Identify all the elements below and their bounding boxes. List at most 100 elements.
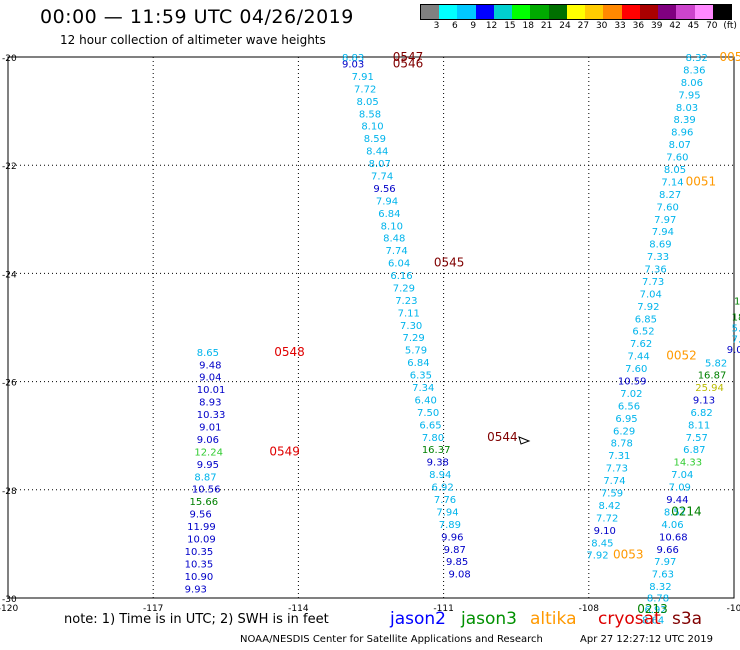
swh-label: 10.35 xyxy=(185,547,214,558)
swh-label: 8.83 xyxy=(342,53,364,64)
legend-cryosat: cryosat xyxy=(598,609,661,629)
swh-label: 7.74 xyxy=(603,476,625,487)
swh-label: 7.50 xyxy=(417,408,439,419)
swh-label: 16.87 xyxy=(698,371,727,382)
swh-label: 9.96 xyxy=(441,532,463,543)
swh-label: 9.66 xyxy=(657,545,679,556)
swh-label: 6.92 xyxy=(644,605,666,616)
color-swatch xyxy=(676,5,695,19)
swh-label: 6.85 xyxy=(635,314,657,325)
chart-subtitle: 12 hour collection of altimeter wave hei… xyxy=(60,33,326,47)
swh-label: 7.89 xyxy=(439,520,461,531)
color-swatch xyxy=(566,5,586,19)
color-scale-labels: 3 6 9 12 15 18 21 24 27 30 33 36 39 42 45 70 (ft) xyxy=(420,21,737,35)
swh-label: 8.36 xyxy=(683,65,705,76)
footer-org: NOAA/NESDIS Center for Satellite Applica… xyxy=(240,634,543,645)
swh-label: 8.57 xyxy=(664,507,686,518)
color-swatch xyxy=(475,5,494,19)
swh-label: 8.78 xyxy=(647,593,669,604)
swh-label: 6.65 xyxy=(419,420,441,431)
swh-label: 7.97 xyxy=(654,557,676,568)
y-tick-label: -20 xyxy=(2,54,17,64)
swh-label: 9.10 xyxy=(594,526,616,537)
color-scale-label: 30 xyxy=(595,21,608,31)
track-time-label: 0544 xyxy=(487,430,518,444)
swh-label: 7.11 xyxy=(398,308,420,319)
color-scale-label: 18 xyxy=(522,21,535,31)
y-tick-label: -28 xyxy=(2,487,17,497)
swh-label: 6.95 xyxy=(615,414,637,425)
swh-label: 7.36 xyxy=(644,265,666,276)
swh-label: 7.94 xyxy=(652,227,674,238)
swh-label: 6.40 xyxy=(415,395,437,406)
swh-label: 6.56 xyxy=(618,401,640,412)
legend-altika: altika xyxy=(530,609,577,629)
swh-label: 7.23 xyxy=(395,296,417,307)
swh-label: 7.45 xyxy=(732,334,740,345)
track-time-label: 0549 xyxy=(269,444,300,458)
swh-label: 9.44 xyxy=(666,495,688,506)
track-time-label: 0052 xyxy=(666,349,697,363)
color-swatch xyxy=(530,5,549,19)
swh-label: 8.05 xyxy=(356,97,378,108)
swh-label: 8.39 xyxy=(674,115,696,126)
swh-label: 7.72 xyxy=(354,84,376,95)
swh-label: 8.32 xyxy=(649,582,671,593)
color-swatch xyxy=(585,5,604,19)
swh-label: 7.60 xyxy=(666,153,688,164)
swh-label: 8.42 xyxy=(598,501,620,512)
color-scale-label: 15 xyxy=(504,21,516,31)
swh-label: 7.31 xyxy=(608,451,630,462)
swh-label: 10.59 xyxy=(618,377,647,388)
swh-label: 10.68 xyxy=(659,532,688,543)
swh-label: 8.48 xyxy=(383,234,405,245)
x-tick-label: -117 xyxy=(143,604,163,614)
swh-label: 6.29 xyxy=(613,426,635,437)
swh-label: 8.45 xyxy=(591,538,613,549)
swh-label: 8.87 xyxy=(194,472,216,483)
swh-label: 7.95 xyxy=(678,90,700,101)
color-swatch xyxy=(512,5,531,19)
swh-label: 10.33 xyxy=(197,410,226,421)
color-swatch xyxy=(621,5,640,19)
swh-label: 8.69 xyxy=(649,240,671,251)
swh-label: 9.56 xyxy=(190,510,212,521)
color-swatch xyxy=(548,5,567,19)
swh-label: 8.05 xyxy=(664,165,686,176)
swh-label: 6.87 xyxy=(683,445,705,456)
swh-label: 12.24 xyxy=(194,447,223,458)
swh-label: 8.58 xyxy=(359,109,381,120)
swh-label: 15 xyxy=(734,296,740,307)
swh-label: 8.27 xyxy=(659,190,681,201)
chart-title: 00:00 — 11:59 UTC 04/26/2019 xyxy=(40,6,354,28)
swh-label: 9.95 xyxy=(197,460,219,471)
swh-label: 7.02 xyxy=(620,389,642,400)
swh-label: 7.72 xyxy=(596,513,618,524)
color-scale-label: 70 xyxy=(706,21,718,31)
swh-label: 8.06 xyxy=(681,78,703,89)
track-time-label: 0051 xyxy=(686,174,717,188)
color-scale-label: 39 xyxy=(651,21,663,31)
color-swatch xyxy=(457,5,476,19)
swh-label: 7.09 xyxy=(669,483,691,494)
swh-label: 7.92 xyxy=(586,551,608,562)
swh-label: 16.37 xyxy=(422,445,451,456)
swh-label: 9.87 xyxy=(444,545,466,556)
track-time-label: 0545 xyxy=(434,256,465,270)
color-scale-label: 9 xyxy=(470,21,477,31)
swh-label: 7.57 xyxy=(686,433,708,444)
swh-label: 9.48 xyxy=(199,360,221,371)
color-swatch xyxy=(694,5,713,19)
swh-label: 7.74 xyxy=(386,246,408,257)
color-scale-label: 21 xyxy=(540,21,553,31)
swh-label: 7.30 xyxy=(400,321,422,332)
color-scale-label: 45 xyxy=(687,21,700,31)
y-tick-label: -24 xyxy=(2,270,17,280)
swh-label: 9.02 xyxy=(727,345,740,356)
x-tick-label: -114 xyxy=(288,604,309,614)
swh-label: 7.80 xyxy=(422,433,444,444)
swh-label: 8.07 xyxy=(669,140,691,151)
swh-label: 7.29 xyxy=(402,333,424,344)
